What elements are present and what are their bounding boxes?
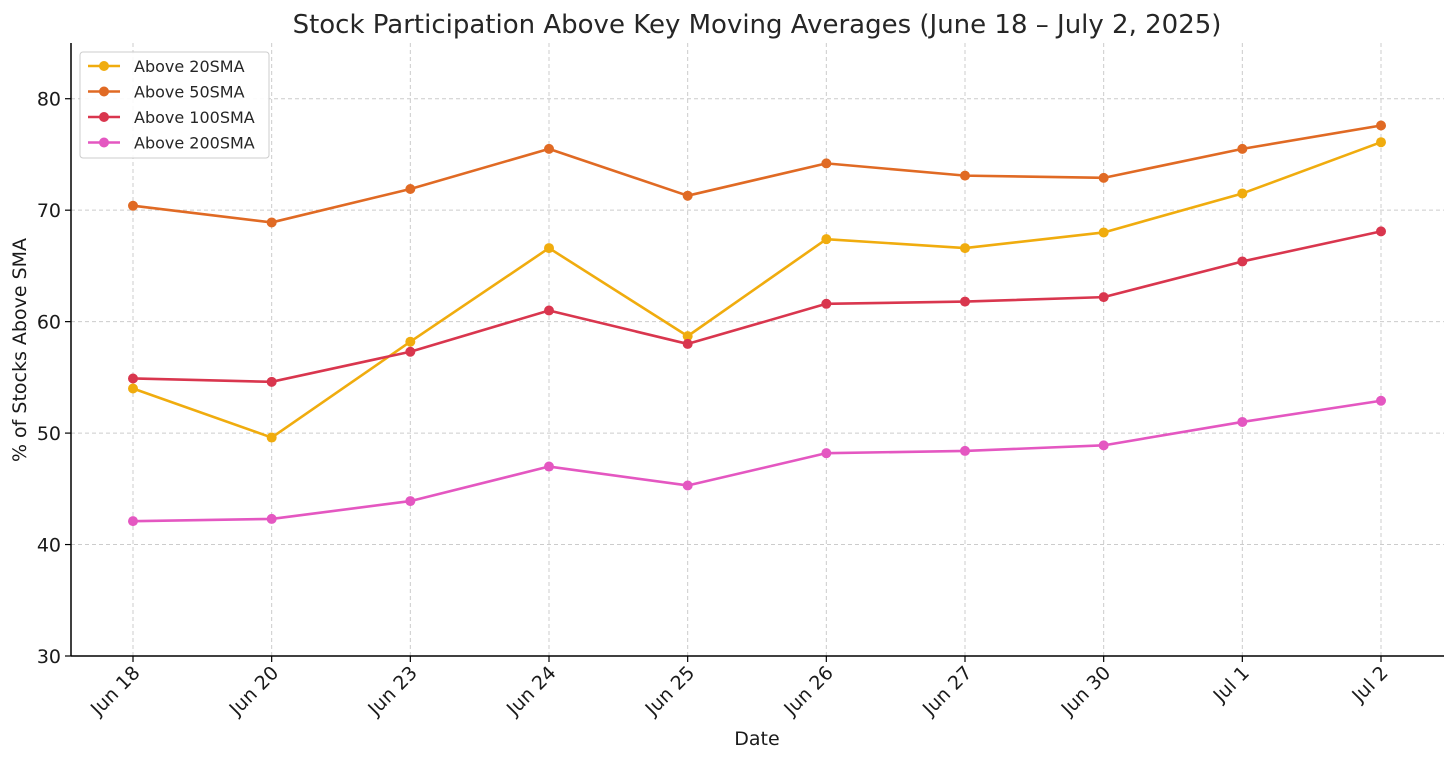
legend-box — [79, 51, 270, 159]
data-point — [405, 184, 416, 195]
data-point — [960, 170, 970, 181]
data-point — [1098, 172, 1109, 183]
series-line — [132, 399, 1382, 523]
y-tick-label: 40 — [37, 535, 61, 557]
data-point — [1376, 395, 1386, 406]
legend-label: Above 100SMA — [134, 108, 255, 127]
series-line — [132, 124, 1382, 224]
data-point — [1098, 292, 1109, 303]
legend-label: Above 20SMA — [134, 57, 245, 76]
data-point — [1376, 226, 1386, 237]
legend-swatch-marker — [99, 61, 109, 71]
x-tick-label: Jun 27 — [918, 662, 977, 721]
x-tick-label: Jun 25 — [641, 662, 700, 721]
y-tick-label: 30 — [37, 646, 61, 668]
y-tick-label: 80 — [37, 89, 61, 111]
y-tick-label: 70 — [37, 200, 61, 222]
data-point — [266, 376, 277, 387]
data-point — [1098, 440, 1109, 451]
data-point — [266, 217, 277, 228]
legend: Above 20SMA Above 50SMA Above 100SMA Above … — [79, 51, 270, 159]
data-point — [1237, 416, 1248, 427]
chart-title: Stock Participation Above Key Moving Ave… — [293, 10, 1222, 40]
data-point — [821, 298, 832, 309]
data-point — [821, 448, 832, 459]
data-point — [266, 513, 277, 524]
data-point — [821, 234, 832, 245]
data-point — [960, 445, 970, 456]
data-point — [682, 190, 693, 201]
x-axis-label: Date — [734, 728, 779, 750]
data-point — [405, 496, 416, 507]
data-point — [1237, 188, 1248, 199]
data-point — [1237, 256, 1248, 267]
y-tick-label: 60 — [37, 312, 61, 334]
data-point — [405, 336, 416, 347]
data-point — [682, 338, 693, 349]
data-point — [128, 373, 138, 384]
y-tick-label: 50 — [37, 423, 61, 445]
data-point — [821, 158, 832, 169]
x-tick-label: Jun 26 — [779, 662, 838, 721]
x-tick-label: Jul 2 — [1347, 662, 1392, 707]
legend-swatch-marker — [99, 137, 109, 148]
legend-label: Above 200SMA — [134, 134, 255, 153]
data-point — [682, 331, 693, 342]
data-point — [266, 432, 277, 443]
data-point — [544, 143, 554, 154]
data-point — [128, 516, 138, 527]
data-point — [1098, 227, 1109, 238]
data-point — [544, 243, 554, 254]
x-tick-label: Jun 20 — [225, 662, 284, 721]
legend-label: Above 50SMA — [134, 83, 245, 102]
data-point — [1237, 143, 1248, 154]
data-point — [960, 296, 970, 307]
x-tick-label: Jun 30 — [1057, 662, 1116, 721]
grid-layer — [71, 43, 1444, 656]
data-point — [960, 243, 970, 254]
data-point — [128, 383, 138, 394]
data-point — [1376, 137, 1386, 148]
legend-swatch-marker — [99, 86, 109, 97]
y-axis-label: % of Stocks Above SMA — [9, 238, 31, 462]
series-line — [132, 140, 1382, 439]
data-point — [544, 305, 554, 316]
x-tick-label: Jun 24 — [502, 662, 561, 721]
x-tick-label: Jul 1 — [1209, 662, 1254, 707]
legend-swatch-marker — [99, 112, 109, 122]
data-point — [682, 480, 693, 491]
data-point — [1376, 120, 1386, 131]
data-point — [128, 200, 138, 211]
data-point — [544, 461, 554, 472]
data-point — [405, 346, 416, 357]
x-tick-label: Jun 23 — [363, 662, 422, 721]
x-tick-label: Jun 18 — [86, 662, 145, 721]
series-layer — [128, 120, 1386, 527]
series-line — [132, 230, 1382, 384]
